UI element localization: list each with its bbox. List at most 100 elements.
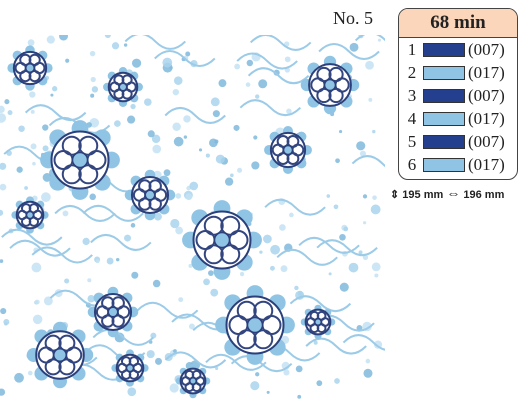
pattern-shape (82, 204, 144, 222)
pattern-shape (146, 350, 155, 359)
pattern-shape (245, 82, 251, 87)
thread-index: 6 (407, 154, 417, 174)
pattern-shape (210, 97, 220, 107)
pattern-shape (154, 50, 216, 68)
pattern-shape (335, 158, 340, 164)
pattern-shape (323, 78, 337, 92)
pattern-shape (297, 394, 302, 399)
pattern-shape (334, 378, 340, 384)
pattern-shape (313, 340, 318, 345)
pattern-shape (136, 301, 199, 319)
height: 195 mm (402, 189, 444, 201)
pattern-shape (0, 183, 7, 191)
pattern-shape (154, 212, 162, 221)
pattern-shape (218, 79, 227, 88)
pattern-shape (368, 97, 373, 102)
pattern-shape (125, 363, 135, 373)
pattern-shape (326, 194, 331, 198)
pattern-shape (191, 369, 202, 380)
pattern-shape (50, 93, 54, 97)
pattern-shape (14, 372, 24, 383)
pattern-shape (224, 177, 234, 186)
pattern-shape (314, 318, 322, 326)
pattern-shape (107, 306, 119, 318)
pattern-shape (91, 86, 99, 93)
pattern-shape (349, 42, 359, 52)
width: 196 mm (463, 189, 505, 201)
pattern-shape (78, 164, 99, 185)
pattern-shape (318, 43, 380, 60)
pattern-shape (90, 93, 95, 98)
pattern-shape (328, 272, 332, 276)
pattern-shape (253, 300, 274, 321)
pattern-shape (90, 76, 96, 83)
pattern-shape (263, 234, 272, 244)
pattern-shape (162, 57, 173, 68)
pattern-shape (205, 153, 210, 158)
pattern-shape (212, 110, 220, 118)
embroidery-preview (0, 35, 385, 399)
pattern-shape (365, 60, 374, 70)
pattern-shape (279, 224, 286, 231)
width-icon: ⇔ (446, 185, 461, 201)
pattern-shape (178, 297, 184, 303)
pattern-shape (316, 380, 323, 387)
pattern-shape (356, 325, 363, 331)
pattern-shape (1, 228, 63, 246)
pattern-shape (246, 316, 264, 334)
pattern-shape (172, 88, 180, 96)
pattern-shape (95, 259, 100, 264)
pattern-shape (266, 390, 270, 394)
pattern-shape (236, 52, 298, 70)
pattern-shape (54, 204, 116, 222)
pattern-shape (27, 370, 33, 376)
pattern-shape (215, 154, 225, 164)
pattern-shape (31, 262, 42, 273)
pattern-shape (185, 51, 191, 57)
pattern-shape (4, 99, 10, 105)
pattern-shape (0, 388, 6, 396)
pattern-shape (118, 82, 128, 92)
pattern-shape (124, 234, 132, 242)
pattern-shape (249, 35, 312, 51)
pattern-shape (220, 215, 241, 236)
pattern-shape (237, 167, 243, 173)
pattern-shape (372, 195, 377, 200)
pattern-shape (185, 193, 193, 201)
pattern-shape (251, 161, 260, 170)
pattern-shape (9, 239, 71, 257)
pattern-shape (0, 259, 4, 264)
pattern-shape (233, 124, 240, 131)
pattern-shape (372, 129, 376, 134)
pattern-shape (30, 143, 37, 150)
pattern-shape (29, 91, 36, 98)
pattern-shape (295, 365, 303, 373)
pattern-shape (65, 58, 70, 63)
pattern-shape (0, 105, 5, 114)
pattern-shape (89, 50, 96, 57)
pattern-shape (189, 181, 199, 191)
pattern-shape (121, 74, 133, 86)
pattern-shape (61, 135, 82, 156)
pattern-shape (130, 103, 136, 110)
pattern-shape (239, 99, 302, 117)
height-icon: ⇕ (390, 189, 400, 201)
pattern-shape (28, 53, 41, 67)
pattern-shape (87, 294, 95, 303)
pattern-shape (203, 278, 210, 286)
pattern-shape (203, 215, 224, 236)
pattern-shape (239, 271, 245, 277)
pattern-shape (164, 106, 226, 124)
pattern-shape (282, 144, 294, 156)
thread-code: (007) (468, 85, 505, 105)
pattern-shape (342, 334, 385, 351)
pattern-shape (356, 141, 366, 151)
pattern-shape (25, 210, 35, 220)
pattern-shape (270, 265, 275, 271)
pattern-shape (294, 285, 299, 291)
thread-swatch (423, 134, 465, 149)
thread-swatch (423, 111, 465, 126)
pattern-shape (316, 66, 332, 83)
pattern-shape (175, 226, 183, 235)
pattern-shape (270, 244, 280, 255)
